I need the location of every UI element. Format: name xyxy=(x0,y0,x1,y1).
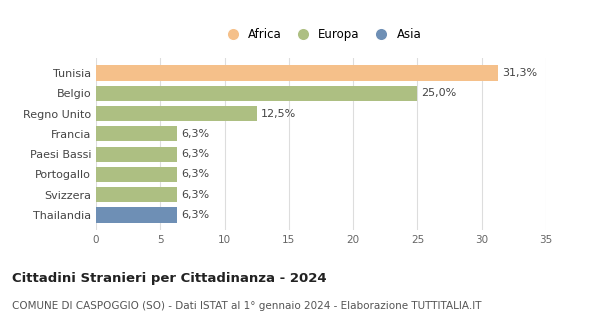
Text: 6,3%: 6,3% xyxy=(181,190,209,200)
Bar xyxy=(96,106,257,121)
Text: COMUNE DI CASPOGGIO (SO) - Dati ISTAT al 1° gennaio 2024 - Elaborazione TUTTITAL: COMUNE DI CASPOGGIO (SO) - Dati ISTAT al… xyxy=(12,301,482,311)
Text: 6,3%: 6,3% xyxy=(181,129,209,139)
Bar xyxy=(96,147,177,162)
Text: 25,0%: 25,0% xyxy=(421,88,457,98)
Text: 31,3%: 31,3% xyxy=(502,68,538,78)
Bar xyxy=(96,86,418,101)
Bar xyxy=(96,207,177,222)
Text: Cittadini Stranieri per Cittadinanza - 2024: Cittadini Stranieri per Cittadinanza - 2… xyxy=(12,272,326,285)
Bar xyxy=(96,187,177,202)
Legend: Africa, Europa, Asia: Africa, Europa, Asia xyxy=(218,26,424,43)
Text: 6,3%: 6,3% xyxy=(181,149,209,159)
Text: 12,5%: 12,5% xyxy=(260,108,296,119)
Text: 6,3%: 6,3% xyxy=(181,169,209,180)
Text: 6,3%: 6,3% xyxy=(181,210,209,220)
Bar xyxy=(96,167,177,182)
Bar xyxy=(96,126,177,141)
Bar xyxy=(96,66,499,81)
